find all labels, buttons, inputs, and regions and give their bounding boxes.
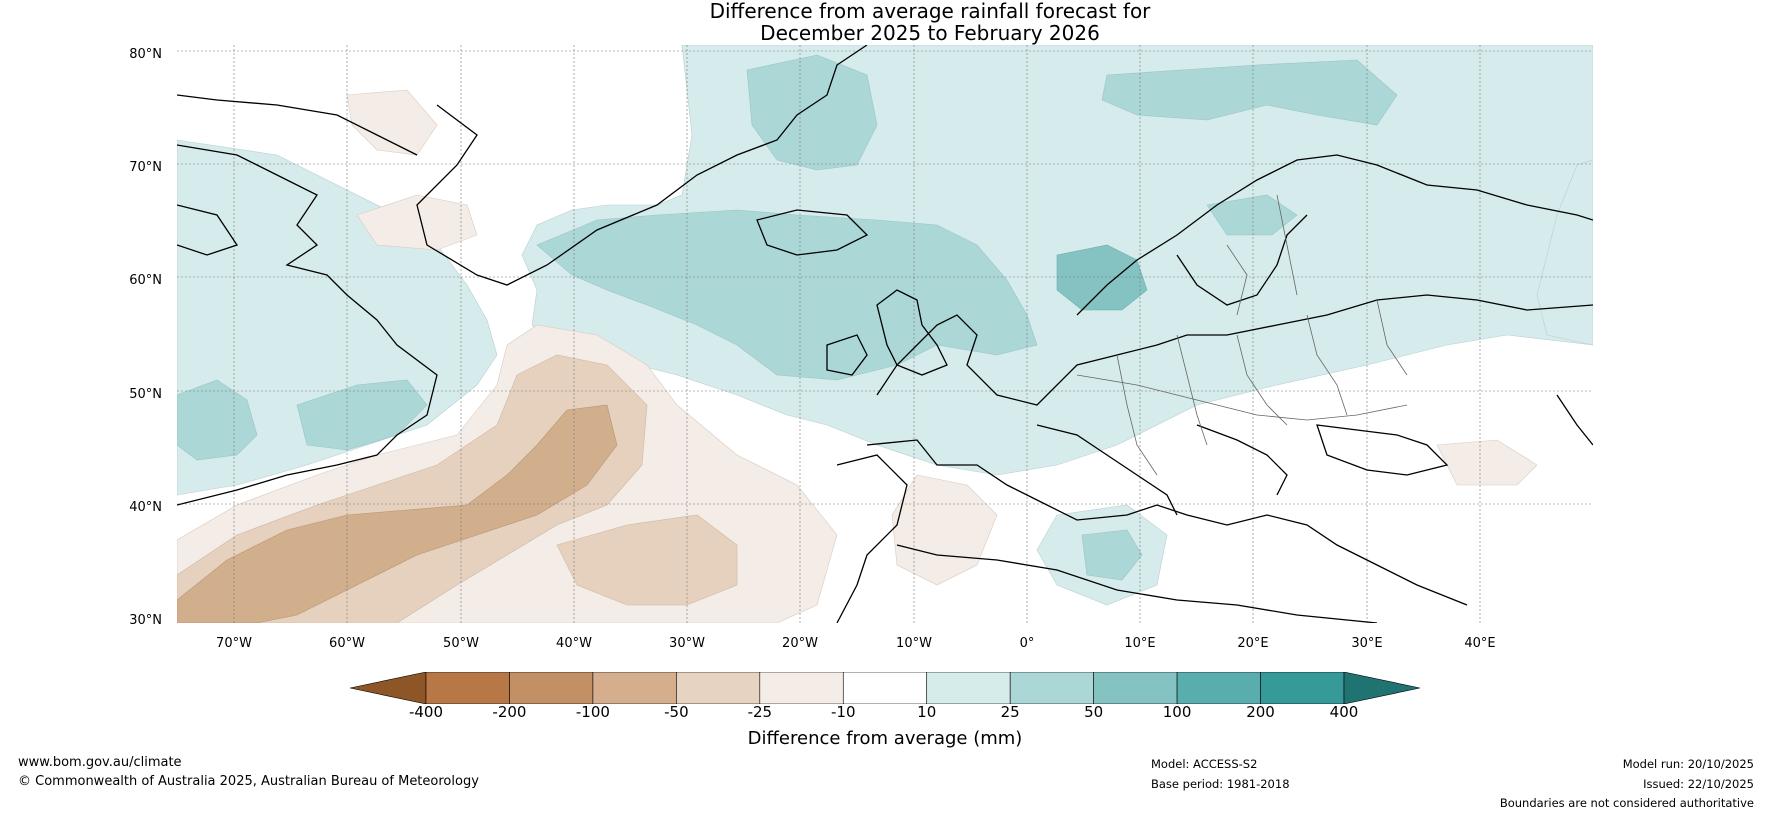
lat-label-40: 40°N bbox=[129, 500, 162, 515]
colorbar bbox=[350, 672, 1420, 704]
wet-region-norway bbox=[1056, 244, 1148, 311]
colorbar-cell bbox=[759, 672, 844, 704]
colorbar-tick-label: 25 bbox=[1000, 703, 1020, 721]
title-line-1: Difference from average rainfall forecas… bbox=[709, 0, 1151, 23]
footer-base-period: Base period: 1981-2018 bbox=[1151, 777, 1290, 791]
colorbar-cell bbox=[1093, 672, 1178, 704]
lon-label-10w: 10°W bbox=[896, 636, 932, 651]
colorbar-tick-label: 100 bbox=[1162, 703, 1192, 721]
colorbar-tick-label: 50 bbox=[1084, 703, 1104, 721]
colorbar-tick-label: -50 bbox=[664, 703, 689, 721]
borders bbox=[1076, 194, 1408, 476]
wet-region-core-3 bbox=[1101, 59, 1398, 126]
colorbar-cell bbox=[1176, 672, 1261, 704]
footer-issued: Issued: 22/10/2025 bbox=[1643, 777, 1754, 791]
wet-region-scandinavia bbox=[1206, 194, 1298, 236]
lon-label-70w: 70°W bbox=[216, 636, 252, 651]
lon-label-50w: 50°W bbox=[443, 636, 479, 651]
colorbar-cell bbox=[1009, 672, 1094, 704]
lon-label-30w: 30°W bbox=[669, 636, 705, 651]
graticule bbox=[177, 45, 1593, 623]
footer-disclaimer: Boundaries are not considered authoritat… bbox=[1499, 796, 1754, 810]
footer-copyright: © Commonwealth of Australia 2025, Austra… bbox=[18, 774, 479, 789]
colorbar-tick-label: -10 bbox=[831, 703, 856, 721]
colorbar-cell bbox=[676, 672, 761, 704]
title-line-2: December 2025 to February 2026 bbox=[760, 21, 1100, 45]
colorbar-cell bbox=[509, 672, 594, 704]
colorbar-tick-label: -200 bbox=[492, 703, 527, 721]
wet-region-newfoundland bbox=[177, 379, 258, 461]
map-title: Difference from average rainfall forecas… bbox=[0, 0, 1770, 44]
footer-model: Model: ACCESS-S2 bbox=[1151, 757, 1258, 771]
footer-url[interactable]: www.bom.gov.au/climate bbox=[18, 755, 182, 770]
lon-label-20w: 20°W bbox=[782, 636, 818, 651]
lon-label-40w: 40°W bbox=[556, 636, 592, 651]
colorbar-tick-label: 10 bbox=[917, 703, 937, 721]
coastlines bbox=[177, 45, 1593, 623]
map-svg bbox=[177, 45, 1593, 623]
colorbar-cell bbox=[842, 672, 928, 704]
colorbar-arrow-right bbox=[1343, 672, 1420, 704]
lon-label-40e: 40°E bbox=[1464, 636, 1496, 651]
colorbar-tick-label: -400 bbox=[408, 703, 444, 721]
colorbar-tick-label: -25 bbox=[747, 703, 773, 721]
dry-region-caribbean-outer bbox=[556, 514, 738, 606]
colorbar-tick-label: -100 bbox=[575, 703, 610, 721]
colorbar-cell bbox=[926, 672, 1011, 704]
colorbar-tick-label: 400 bbox=[1329, 703, 1359, 721]
forecast-map bbox=[177, 45, 1593, 623]
colorbar-arrow-left bbox=[350, 672, 427, 704]
colorbar-cell bbox=[425, 672, 510, 704]
lat-label-60: 60°N bbox=[129, 273, 162, 288]
dry-region-north bbox=[356, 194, 478, 251]
colorbar-cell bbox=[592, 672, 677, 704]
lon-label-10e: 10°E bbox=[1124, 636, 1156, 651]
wet-region-maritimes bbox=[296, 379, 428, 451]
lat-label-70: 70°N bbox=[129, 160, 162, 175]
wet-region-core-1 bbox=[536, 209, 1038, 381]
lon-label-30e: 30°E bbox=[1351, 636, 1383, 651]
colorbar-label: Difference from average (mm) bbox=[747, 728, 1023, 749]
wet-region-eastern-europe bbox=[1536, 159, 1593, 346]
lon-label-20e: 20°E bbox=[1237, 636, 1269, 651]
lat-label-80: 80°N bbox=[129, 47, 162, 62]
lon-label-0: 0° bbox=[1019, 636, 1035, 651]
wet-region-med-core bbox=[1081, 529, 1143, 581]
dry-region-aegean bbox=[1436, 439, 1538, 486]
lon-label-60w: 60°W bbox=[329, 636, 365, 651]
colorbar-tick-label: 200 bbox=[1246, 703, 1275, 721]
footer-model-run: Model run: 20/10/2025 bbox=[1622, 757, 1754, 771]
lat-label-50: 50°N bbox=[129, 387, 162, 402]
colorbar-cell bbox=[1260, 672, 1345, 704]
dry-region-atlantic-core bbox=[177, 404, 618, 623]
lat-label-30: 30°N bbox=[129, 613, 162, 628]
wet-region-core-2 bbox=[746, 54, 878, 171]
